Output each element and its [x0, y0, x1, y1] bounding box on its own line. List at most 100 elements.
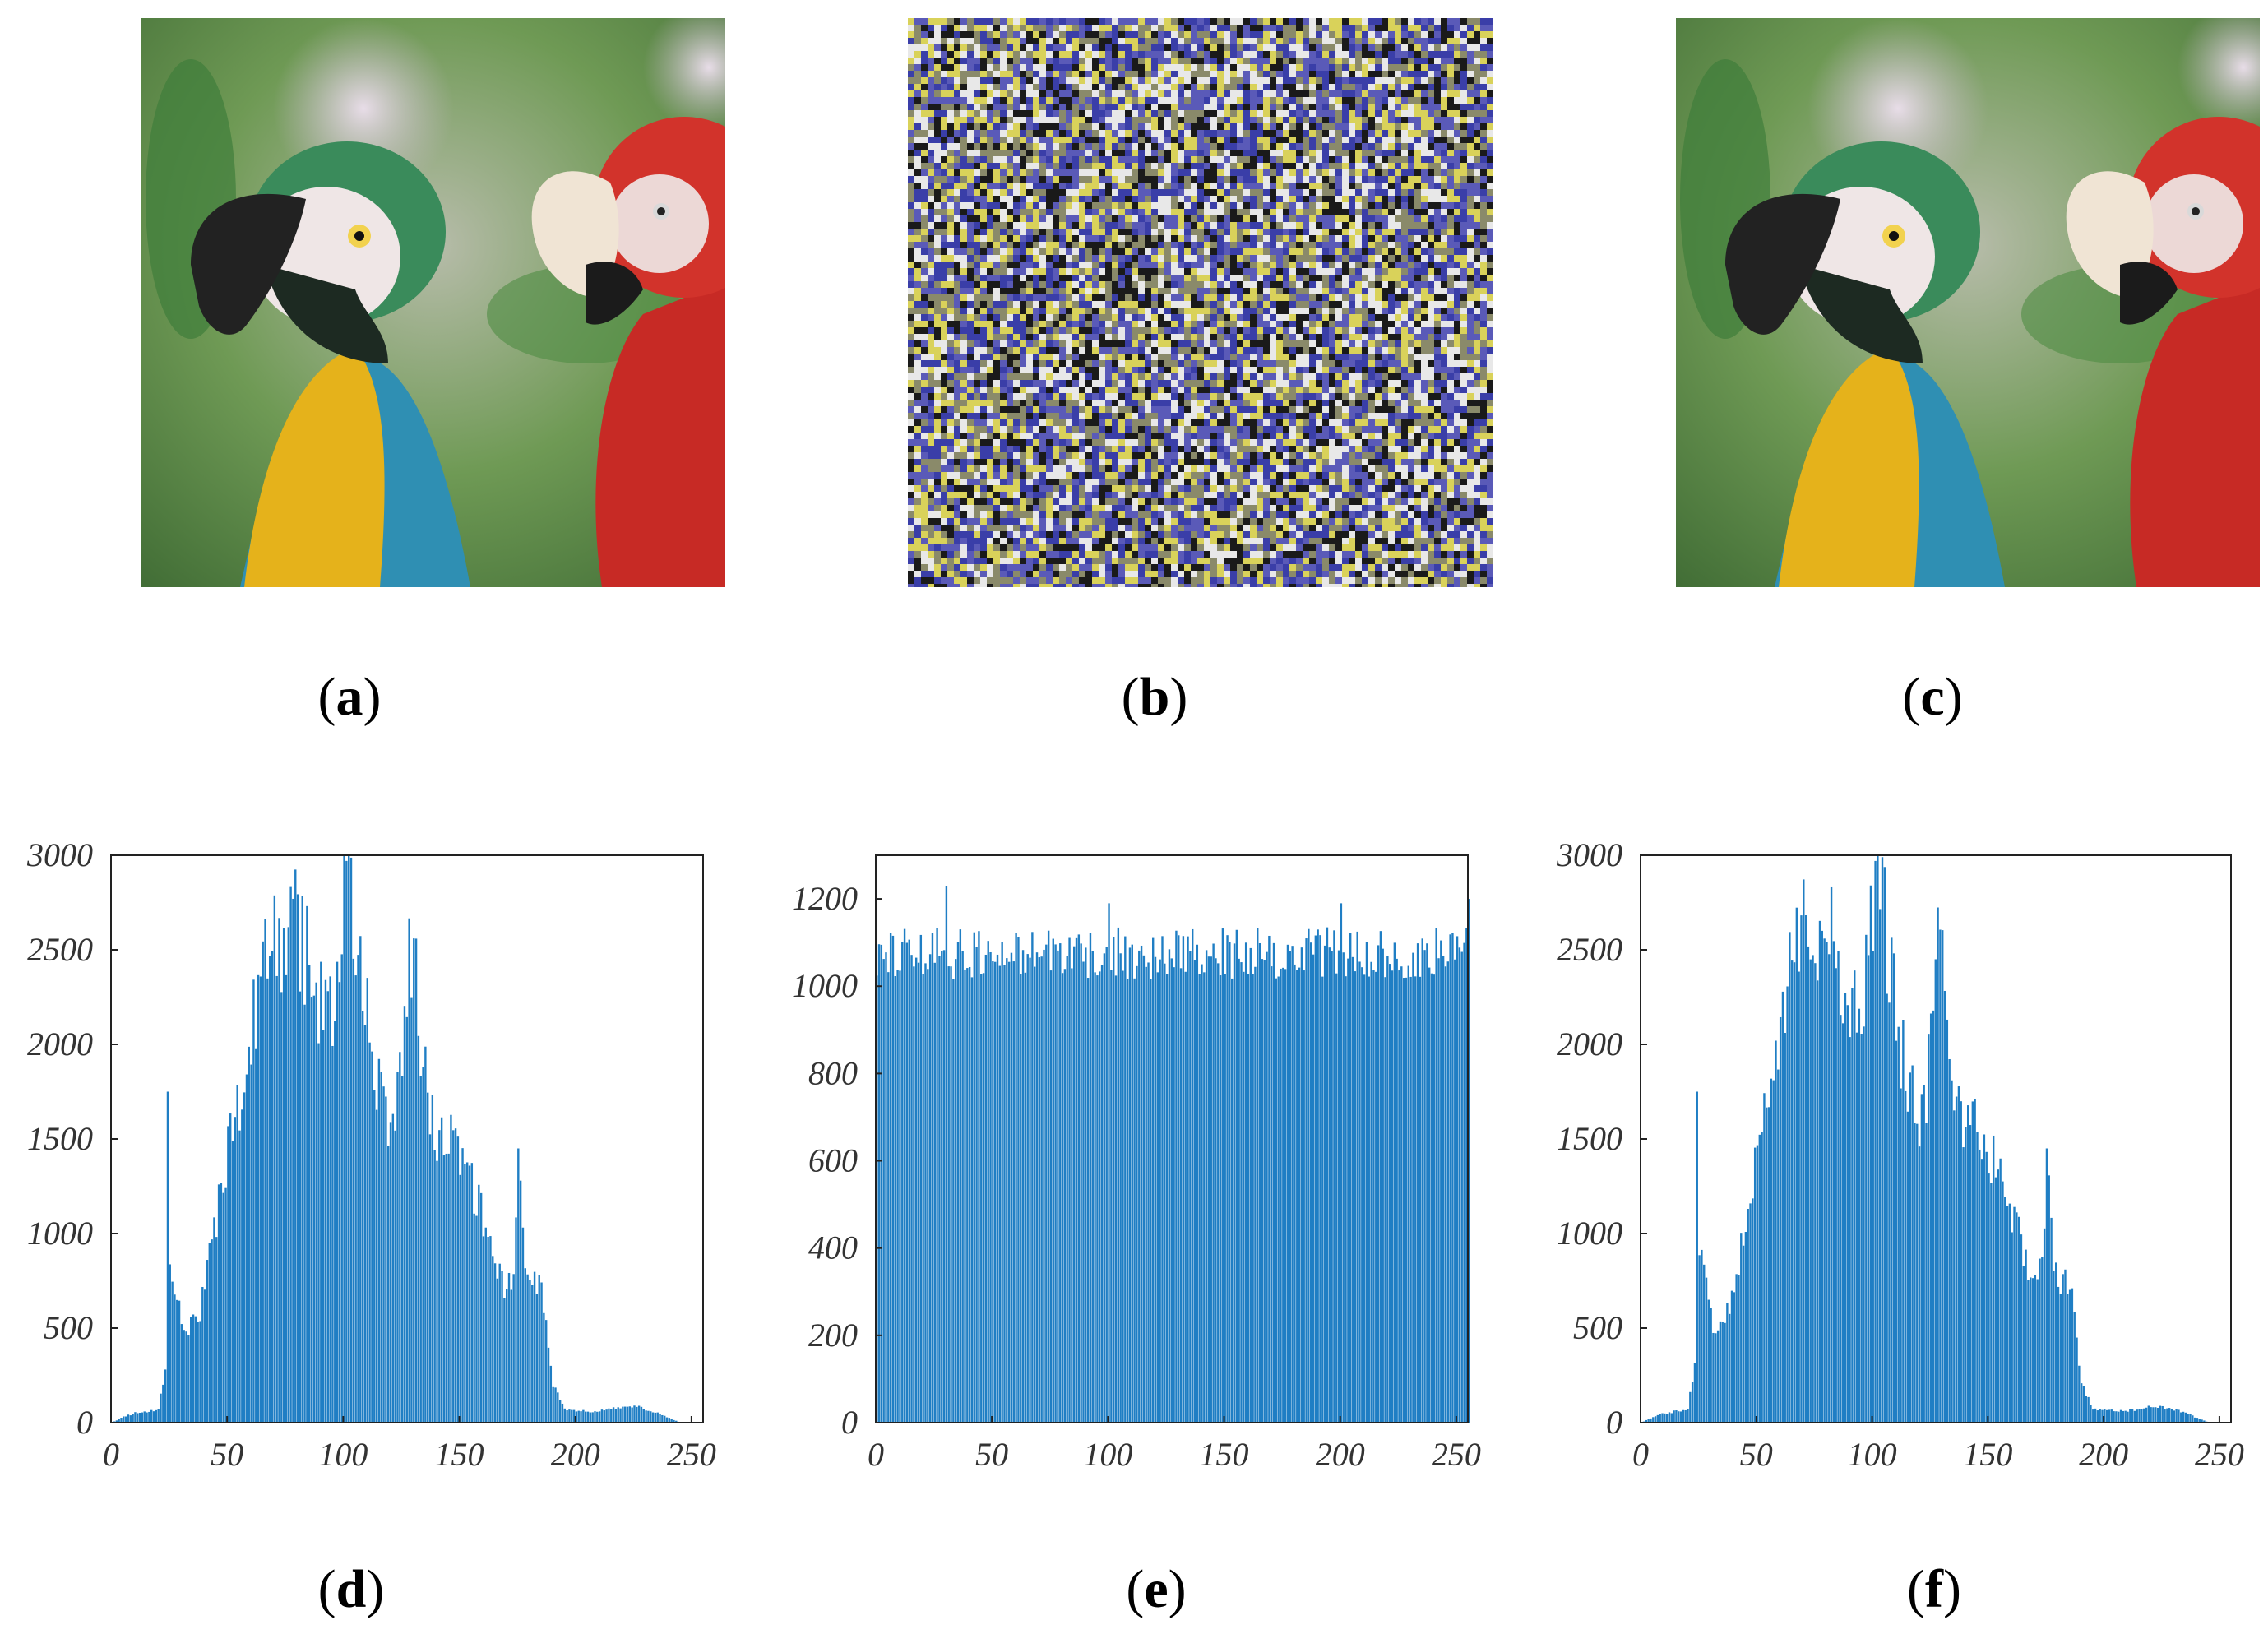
histogram-bar	[1687, 1409, 1689, 1423]
histogram-bar	[248, 1046, 250, 1423]
panel-label-b: (b)	[1121, 667, 1188, 727]
histogram-bar	[241, 1109, 243, 1423]
histogram-bar	[1212, 943, 1215, 1423]
histogram-bar	[1303, 970, 1305, 1423]
histogram-bar	[2152, 1407, 2155, 1423]
histogram-bar	[1747, 1208, 1749, 1423]
histogram-bar	[410, 997, 413, 1423]
histogram-bar	[1124, 936, 1127, 1423]
histogram-bar	[598, 1411, 601, 1423]
histogram-bar	[310, 997, 313, 1423]
histogram-bar	[956, 942, 960, 1423]
histogram-bar	[619, 1408, 622, 1423]
histogram-bar	[1154, 956, 1157, 1423]
panel-label-a: (a)	[317, 667, 382, 727]
x-tick-label: 250	[667, 1436, 716, 1473]
histogram-bar	[506, 1289, 508, 1423]
histogram-bar	[1207, 956, 1210, 1423]
histogram-bar	[382, 1086, 385, 1423]
histogram-bar	[427, 1092, 429, 1423]
histogram-bar	[561, 1403, 564, 1423]
histogram-bar	[1215, 958, 1217, 1423]
histogram-bar	[340, 954, 343, 1423]
histogram-bar	[349, 857, 353, 1423]
histogram-bar	[645, 1410, 647, 1423]
histogram-bar	[531, 1285, 534, 1423]
histogram-bar	[535, 1294, 539, 1423]
histogram-bar	[1126, 979, 1129, 1423]
histogram-bar	[1319, 935, 1321, 1423]
histogram-bar	[2187, 1414, 2189, 1423]
histogram-bar	[405, 1016, 408, 1423]
histogram-bar	[1795, 907, 1798, 1423]
histogram-bar	[922, 974, 924, 1423]
histogram-bar	[1038, 957, 1041, 1423]
histogram-bar	[603, 1410, 605, 1423]
histogram-bar	[1997, 1169, 1999, 1423]
histogram-bar	[2030, 1277, 2032, 1423]
histogram-bar	[203, 1289, 206, 1423]
histogram-bar	[1756, 1145, 1759, 1423]
histogram-bar	[582, 1409, 585, 1423]
histogram-bar	[526, 1274, 529, 1423]
histogram-bar	[1140, 945, 1143, 1423]
histogram-bar	[938, 956, 941, 1423]
histogram-bar	[1007, 961, 1011, 1423]
histogram-bar	[1719, 1321, 1722, 1423]
histogram-bar	[1096, 975, 1099, 1423]
x-tick-label: 50	[211, 1436, 243, 1473]
histogram-bar	[1761, 1132, 1763, 1423]
histogram-bar	[301, 896, 303, 1423]
histogram-bar	[2059, 1294, 2062, 1423]
histogram-bar	[2045, 1148, 2048, 1423]
y-tick-label: 1000	[1557, 1215, 1622, 1252]
x-tick-label: 150	[1200, 1436, 1249, 1473]
histogram-bar	[1187, 936, 1189, 1423]
histogram-bar	[287, 927, 289, 1423]
histogram-bar	[1965, 1127, 1967, 1423]
histogram-bar	[529, 1280, 531, 1423]
histogram-bar	[1280, 968, 1282, 1423]
histogram-bar	[150, 1409, 153, 1423]
histogram-bar	[891, 935, 895, 1423]
x-tick-label: 50	[975, 1436, 1008, 1473]
histogram-bar	[1375, 971, 1377, 1423]
histogram-bar	[1809, 959, 1812, 1423]
histogram-bar	[1914, 1123, 1916, 1423]
histogram-bar	[1396, 958, 1398, 1423]
y-tick-label: 400	[808, 1229, 858, 1266]
histogram-bar	[1010, 952, 1013, 1423]
histogram-bar	[1652, 1417, 1655, 1423]
histogram-bar	[545, 1320, 548, 1423]
histogram-bar	[1300, 947, 1303, 1423]
histogram-bar	[1451, 933, 1454, 1423]
histogram-bar	[996, 954, 999, 1423]
histogram-bar	[1061, 973, 1064, 1423]
histogram-bar	[213, 1217, 215, 1423]
histogram-bar	[1312, 954, 1315, 1423]
histogram-bar	[1119, 953, 1122, 1423]
histogram-bar	[306, 905, 308, 1423]
histogram-bar	[876, 975, 878, 1423]
y-tick-label: 3000	[1556, 836, 1622, 873]
histogram-bar	[479, 1192, 483, 1423]
histogram-bar	[626, 1406, 629, 1423]
histogram-bar	[1365, 942, 1368, 1423]
histogram-bar	[501, 1271, 503, 1423]
histogram-bar	[1849, 1037, 1851, 1423]
histogram-bar	[1828, 954, 1831, 1423]
histogram-bar	[2025, 1249, 2027, 1423]
histogram-bar	[433, 1150, 436, 1423]
histogram-bar	[558, 1400, 562, 1423]
histogram-bar	[1389, 964, 1391, 1423]
histogram-bar	[1226, 935, 1229, 1423]
histogram-bar	[160, 1393, 162, 1423]
histogram-bar	[1744, 1232, 1747, 1423]
histogram-bar	[1080, 943, 1082, 1423]
histogram-bar	[1803, 879, 1805, 1423]
histogram-bar	[1275, 978, 1278, 1423]
histogram-bar	[636, 1406, 638, 1423]
histogram-bar	[1934, 959, 1937, 1423]
histogram-bar	[1412, 952, 1414, 1423]
histogram-bar	[2104, 1409, 2106, 1423]
